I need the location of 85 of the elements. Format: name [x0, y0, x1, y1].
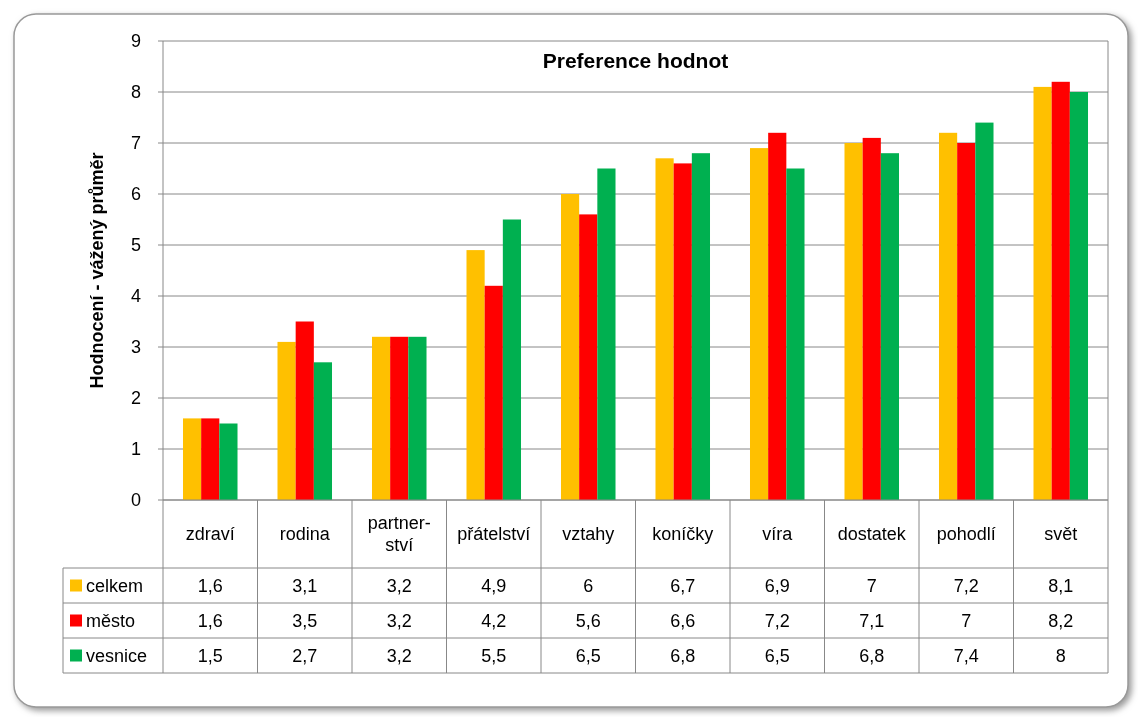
data-label: 6,9	[764, 575, 790, 596]
data-label: 5,5	[481, 645, 507, 666]
data-label: 7,4	[953, 645, 979, 666]
data-label: 8,2	[1048, 610, 1074, 631]
bar	[219, 423, 238, 500]
y-tick-label: 9	[130, 31, 141, 52]
data-label: 1,5	[197, 645, 223, 666]
bar	[862, 137, 881, 500]
bar	[579, 214, 598, 500]
data-label: 4,9	[481, 575, 507, 596]
bar	[786, 168, 805, 500]
data-label: 1,6	[197, 575, 223, 596]
data-label: 5,6	[575, 610, 601, 631]
data-label: 2,7	[292, 645, 318, 666]
data-label: 6	[583, 575, 594, 596]
data-label: 3,1	[292, 575, 318, 596]
data-label: 4,2	[481, 610, 507, 631]
bar	[1051, 81, 1070, 500]
chart-title: Preference hodnot	[542, 49, 729, 72]
x-tick-label: dostatek	[837, 524, 907, 545]
data-label: 3,2	[386, 575, 412, 596]
y-tick-label: 7	[130, 133, 141, 154]
data-label: 1,6	[197, 610, 223, 631]
y-tick-label: 8	[130, 82, 141, 103]
data-label: 3,2	[386, 645, 412, 666]
x-tick-label: rodina	[279, 524, 331, 545]
x-tick-label: vztahy	[562, 524, 615, 545]
bar	[295, 321, 314, 500]
legend-label: město	[86, 610, 136, 631]
data-label: 6,8	[859, 645, 885, 666]
data-label: 7,1	[859, 610, 885, 631]
bar	[749, 148, 769, 500]
y-tick-label: 1	[130, 439, 141, 460]
x-tick-label: přátelství	[457, 524, 531, 545]
bar	[484, 285, 503, 500]
data-label: 8	[1055, 645, 1066, 666]
bar	[371, 336, 391, 500]
data-label: 8,1	[1048, 575, 1074, 596]
x-tick-label: svět	[1044, 524, 1078, 545]
bar	[390, 336, 409, 500]
data-label: 6,5	[575, 645, 601, 666]
legend-label: vesnice	[86, 645, 148, 666]
y-tick-label: 0	[130, 490, 141, 511]
bar	[277, 341, 296, 500]
y-tick-label: 2	[130, 388, 141, 409]
data-label: 3,2	[386, 610, 412, 631]
y-axis-title: Hodnocení - vážený průměr	[87, 152, 107, 389]
bar	[655, 158, 674, 500]
data-label: 7	[866, 575, 877, 596]
x-tick-label: pohodlí	[936, 524, 996, 545]
bar	[844, 143, 863, 500]
legend-label: celkem	[86, 575, 144, 596]
data-label: 7,2	[953, 575, 979, 596]
data-label: 6,8	[670, 645, 696, 666]
bar	[560, 194, 580, 500]
data-label: 7,2	[764, 610, 790, 631]
bar	[957, 143, 976, 500]
y-tick-label: 4	[130, 286, 141, 307]
data-label: 6,5	[764, 645, 790, 666]
data-label: 7	[961, 610, 972, 631]
bar	[597, 168, 616, 500]
bar	[691, 153, 711, 500]
bar	[502, 219, 522, 500]
data-label: 6,7	[670, 575, 696, 596]
bar	[938, 132, 958, 500]
bar	[1033, 86, 1052, 500]
bar	[768, 132, 787, 500]
y-tick-label: 3	[130, 337, 141, 358]
bar	[673, 163, 692, 500]
y-tick-label: 5	[130, 235, 141, 256]
bar	[313, 362, 333, 500]
bar	[466, 250, 485, 500]
data-label: 3,5	[292, 610, 318, 631]
x-tick-label: partner-ství	[367, 513, 431, 556]
bar	[975, 122, 994, 500]
x-tick-label: zdraví	[185, 524, 235, 545]
x-tick-label: koníčky	[652, 524, 714, 545]
data-label: 6,6	[670, 610, 696, 631]
bar	[201, 418, 220, 500]
bar	[408, 336, 427, 500]
bar	[1069, 92, 1089, 500]
bar	[182, 418, 202, 500]
y-tick-label: 6	[130, 184, 141, 205]
bar	[880, 153, 900, 500]
x-tick-label: víra	[762, 524, 794, 545]
